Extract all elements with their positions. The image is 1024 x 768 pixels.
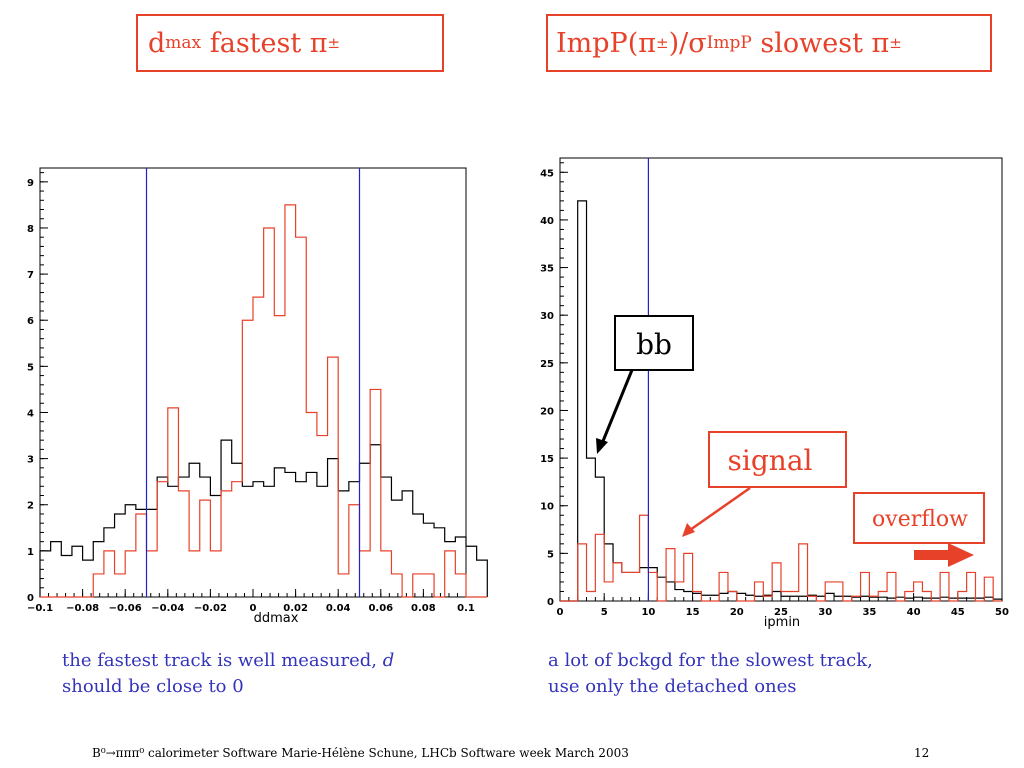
y-tick-label: 9 (27, 178, 34, 189)
x-tick-label: 25 (774, 607, 788, 618)
signal-arrow-head (682, 523, 695, 537)
x-tick-label: 0 (250, 603, 257, 614)
title-left-sup: ± (327, 33, 341, 52)
bb-arrow-head (596, 438, 608, 454)
x-tick-label: 30 (818, 607, 832, 618)
title-right-sub: ImpP (706, 32, 752, 53)
y-tick-label: 1 (27, 547, 34, 558)
right-chart-title: ImpP(π ±)/σ ImpP slowest π ± (546, 14, 992, 72)
overflow-label: overflow (872, 507, 968, 532)
x-tick-label: 0.04 (326, 603, 351, 614)
x-tick-label: 35 (862, 607, 876, 618)
x-tick-label: 0.02 (283, 603, 308, 614)
footer-text: B⁰→πππ⁰ calorimeter Software Marie-Hélèn… (92, 746, 629, 760)
page-number: 12 (914, 746, 930, 760)
y-tick-label: 5 (547, 549, 554, 560)
title-left-sub: max (165, 32, 202, 53)
title-left-rest: fastest π (201, 27, 328, 59)
x-tick-label: 50 (995, 607, 1009, 618)
title-right-sup1: ± (656, 33, 669, 52)
x-tick-label: −0.1 (27, 603, 53, 614)
x-axis-title: ddmax (254, 611, 299, 626)
title-right-mid: )/σ (668, 27, 707, 59)
y-tick-label: 0 (27, 593, 34, 604)
histogram-chart-2: 0 5 10 15 20 25 30 35 40 45 0 5 10 15 20 25 30 35 40 45 50 ip… (540, 157, 1009, 630)
left-caption-line1: the fastest track is well measured, (62, 650, 383, 671)
y-tick-label: 35 (540, 264, 554, 275)
histogram-series-red (40, 204, 488, 598)
title-right-rest: slowest π (751, 27, 890, 59)
title-right-pre: ImpP(π (556, 27, 656, 59)
y-tick-label: 5 (27, 362, 34, 373)
y-tick-label: 20 (540, 406, 554, 417)
y-tick-label: 0 (547, 597, 554, 608)
x-tick-label: −0.06 (109, 603, 142, 614)
histogram-chart-1: 0 1 2 3 4 5 6 7 8 9 −0.1 −0.08 −0.06 −0.04 −0.02 0 0.02 0… (27, 167, 488, 626)
overflow-label-box (853, 492, 985, 544)
bb-label: bb (636, 328, 672, 361)
right-caption-line1: a lot of bckgd for the slowest track, (548, 650, 873, 671)
overflow-arrow-shaft (914, 550, 950, 560)
y-tick-label: 25 (540, 359, 554, 370)
title-left-main: d (148, 27, 166, 59)
left-caption-italic: d (382, 650, 395, 671)
x-tick-label: 0.08 (411, 603, 436, 614)
left-chart-title: d max fastest π ± (136, 14, 444, 72)
y-tick-label: 7 (27, 270, 34, 281)
bb-label-box (614, 315, 694, 371)
histogram-series-red (560, 514, 1002, 602)
y-tick-label: 4 (27, 408, 34, 419)
y-tick-label: 8 (27, 224, 34, 235)
overflow-arrow-head (948, 543, 974, 567)
y-tick-label: 30 (540, 311, 554, 322)
x-tick-label: 45 (951, 607, 965, 618)
x-tick-label: −0.08 (66, 603, 99, 614)
x-tick-label: 40 (907, 607, 921, 618)
right-caption-line2: use only the detached ones (548, 676, 797, 697)
right-caption: a lot of bckgd for the slowest track, us… (548, 648, 1008, 700)
left-caption-line2: should be close to 0 (62, 676, 244, 697)
y-tick-label: 2 (27, 501, 34, 512)
x-tick-label: 0 (557, 607, 564, 618)
x-tick-label: −0.04 (151, 603, 184, 614)
x-tick-label: 5 (601, 607, 608, 618)
y-tick-label: 3 (27, 455, 34, 466)
signal-label: signal (728, 444, 813, 477)
x-tick-label: 0.1 (457, 603, 475, 614)
y-tick-label: 40 (540, 216, 554, 227)
left-caption: the fastest track is well measured, d sh… (62, 648, 502, 700)
y-tick-label: 10 (540, 502, 554, 513)
histogram-series-black (39, 439, 488, 597)
x-axis-title: ipmin (764, 615, 800, 630)
x-tick-label: 0.06 (368, 603, 393, 614)
signal-arrow-line (689, 486, 751, 532)
signal-label-box (708, 431, 847, 488)
y-tick-label: 45 (540, 168, 554, 179)
title-right-sup2: ± (889, 33, 902, 52)
x-tick-label: 15 (686, 607, 700, 618)
annotations: bb signal overflow (596, 315, 985, 567)
bb-arrow-line (599, 369, 634, 447)
x-tick-label: −0.02 (194, 603, 227, 614)
y-tick-label: 6 (27, 316, 34, 327)
y-tick-label: 15 (540, 454, 554, 465)
x-tick-label: 20 (730, 607, 744, 618)
x-tick-label: 10 (641, 607, 655, 618)
